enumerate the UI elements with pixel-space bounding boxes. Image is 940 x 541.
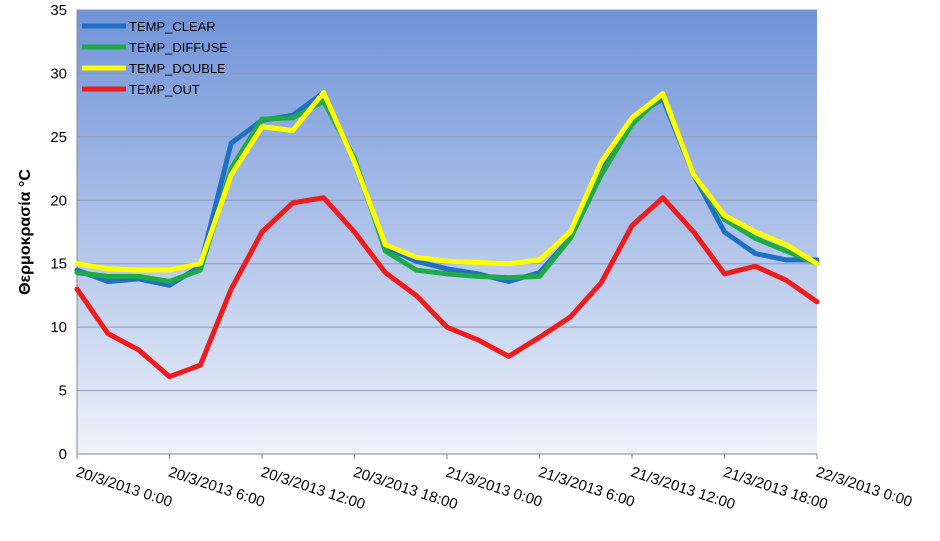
legend-label: TEMP_DOUBLE	[129, 61, 226, 76]
y-axis-label: Θερμοκρασία °C	[17, 169, 34, 295]
x-tick-label: 22/3/2013 0:00	[814, 464, 914, 511]
legend-label: TEMP_OUT	[129, 82, 200, 97]
y-tick-label: 10	[50, 319, 67, 336]
x-tick-label: 21/3/2013 0:00	[444, 464, 544, 511]
x-tick-label: 21/3/2013 12:00	[629, 464, 737, 514]
y-tick-label: 20	[50, 192, 67, 209]
series-line	[74, 195, 820, 380]
y-tick-label: 5	[59, 383, 67, 400]
y-tick-label: 15	[50, 256, 67, 273]
x-tick-label: 20/3/2013 0:00	[74, 464, 174, 511]
x-tick-label: 20/3/2013 6:00	[166, 464, 266, 511]
plot-area	[77, 10, 817, 454]
x-tick-label: 20/3/2013 12:00	[259, 464, 367, 514]
legend-label: TEMP_DIFFUSE	[129, 40, 228, 55]
x-tick-label: 21/3/2013 18:00	[721, 464, 829, 514]
x-tick-label: 20/3/2013 18:00	[351, 464, 459, 514]
legend-label: TEMP_CLEAR	[129, 19, 216, 34]
series-line	[74, 89, 820, 273]
y-tick-label: 30	[50, 65, 67, 82]
y-tick-label: 25	[50, 129, 67, 146]
y-tick-label: 0	[59, 446, 67, 463]
y-tick-label: 35	[50, 2, 67, 19]
x-tick-label: 21/3/2013 6:00	[536, 464, 636, 511]
